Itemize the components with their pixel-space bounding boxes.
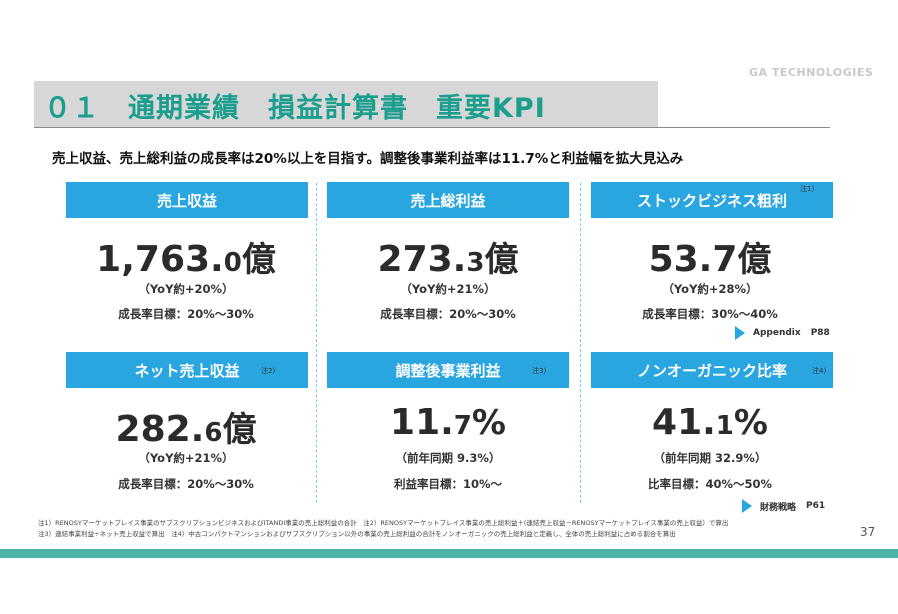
company-logo: GA TECHNOLOGIES [749,66,874,79]
kpi-header-non-organic: ノンオーガニック比率 [591,352,833,388]
kpi-note-net-revenue: 注2) [261,367,276,375]
kpi-note-stock-business: 注1) [800,185,815,193]
title-underline [34,127,830,128]
kpi-yoy-net-revenue: （YoY約+21%） [138,451,234,465]
kpi-yoy-non-organic: （前年同期 32.9%） [653,451,767,465]
kpi-value-adjusted-profit: 11.7% [390,402,506,443]
kpi-header-stock-business: ストックビジネス粗利 [591,182,833,218]
page-number: 37 [860,525,876,539]
kpi-yoy-gross-profit: （YoY約+21%） [400,282,496,296]
kpi-value-net-revenue: 282.6億 [115,409,257,450]
bottom-accent-bar [0,549,898,558]
title-background [34,81,658,127]
kpi-header-adjusted-profit: 調整後事業利益 [327,352,569,388]
kpi-yoy-revenue: （YoY約+20%） [138,282,234,296]
kpi-target-stock-business: 成長率目標：30%～40% [642,307,778,321]
kpi-target-revenue: 成長率目標：20%～30% [118,307,254,321]
footnote-line-2: 注3）連結事業利益÷ネット売上収益で算出 注4）中古コンパクトマンションおよびサ… [38,530,676,538]
financial-strategy-link[interactable]: 財務戦略 P61 [742,499,825,513]
appendix-link[interactable]: Appendix P88 [735,326,830,340]
kpi-header-net-revenue: ネット売上収益 [66,352,308,388]
arrow-icon [735,326,745,340]
kpi-value-stock-business: 53.7億 [648,239,772,280]
kpi-value-gross-profit: 273.3億 [377,239,519,280]
kpi-target-adjusted-profit: 利益率目標：10%～ [393,477,503,491]
page-title: ０１ 通期業績 損益計算書 重要KPI [44,93,546,124]
kpi-note-non-organic: 注4) [812,367,827,375]
column-divider-1 [316,183,317,503]
kpi-target-non-organic: 比率目標：40%～50% [647,477,773,491]
kpi-value-revenue: 1,763.0億 [96,239,276,280]
kpi-value-non-organic: 41.1% [652,402,768,443]
kpi-yoy-adjusted-profit: （前年同期 9.3%） [395,451,501,465]
arrow-icon [742,499,752,513]
kpi-note-adjusted-profit: 注3) [532,367,547,375]
column-divider-2 [580,183,581,503]
kpi-yoy-stock-business: （YoY約+28%） [662,282,758,296]
kpi-target-net-revenue: 成長率目標：20%～30% [118,477,254,491]
kpi-header-revenue: 売上収益 [66,182,308,218]
page-subtitle: 売上収益、売上総利益の成長率は20%以上を目指す。調整後事業利益率は11.7%と… [52,151,684,167]
footnote-line-1: 注1）RENOSYマーケットプレイス事業のサブスクリプションビジネスおよびITA… [38,519,729,527]
kpi-header-gross-profit: 売上総利益 [327,182,569,218]
kpi-target-gross-profit: 成長率目標：20%～30% [380,307,516,321]
